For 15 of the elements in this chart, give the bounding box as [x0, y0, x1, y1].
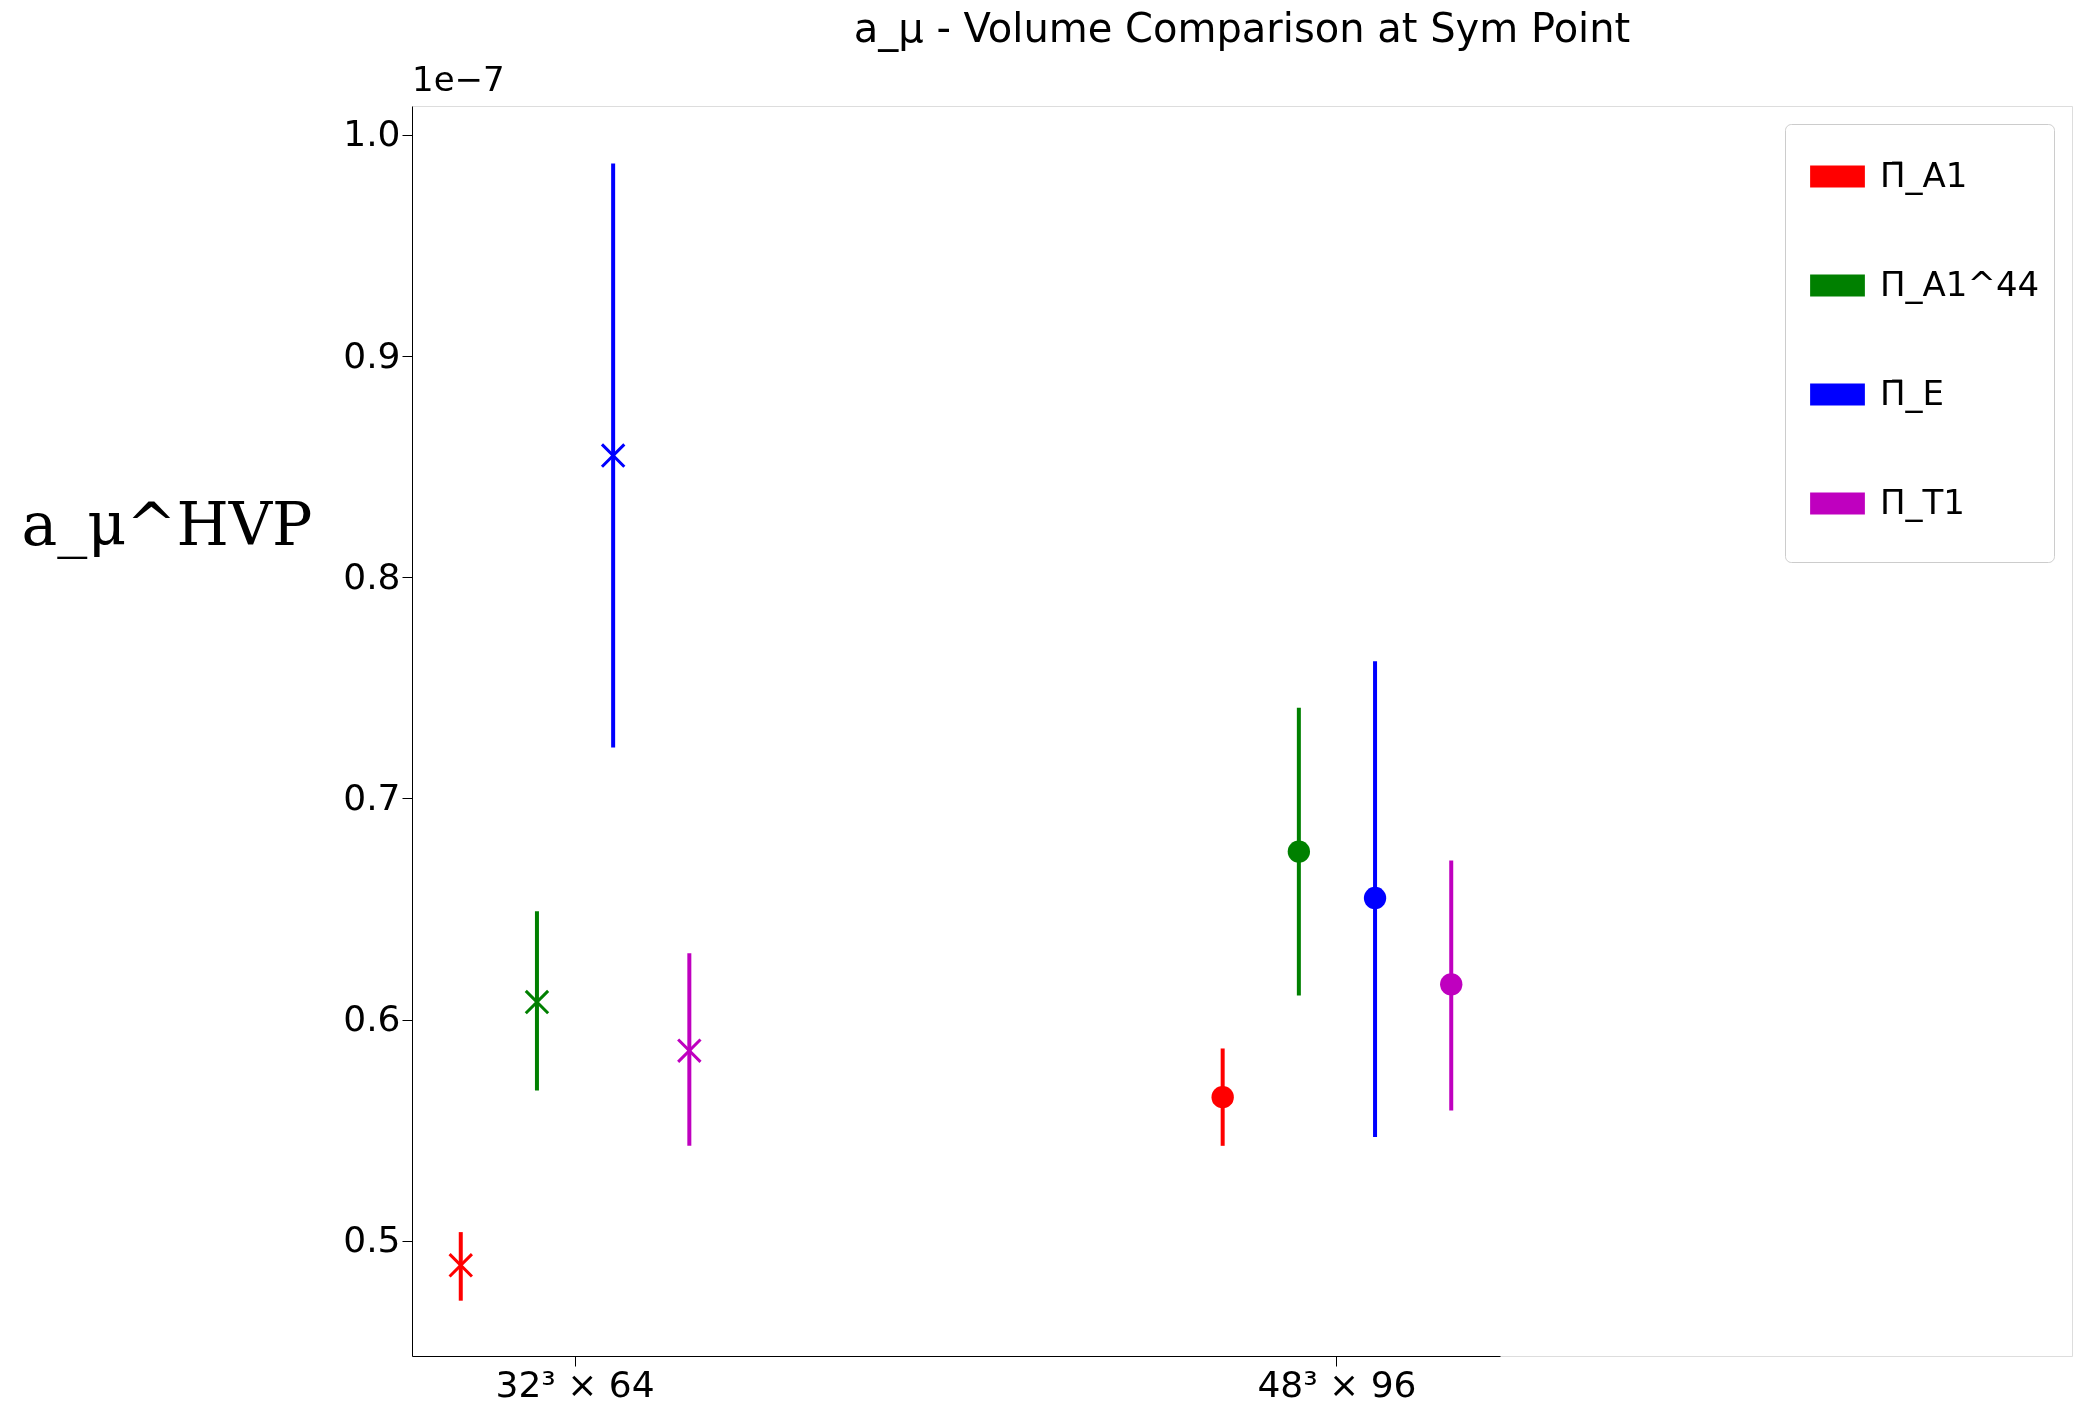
y-tick-label: 0.7	[343, 776, 401, 818]
y-tick-label: 0.6	[343, 998, 401, 1040]
y-tick-label: 0.5	[343, 1219, 401, 1261]
y-axis-title: a_μ^HVP	[21, 488, 313, 559]
text: 1e−7	[412, 59, 505, 99]
chart-title: a_μ - Volume Comparison at Sym Point	[853, 5, 1631, 52]
y-tick-label: 1.0	[343, 113, 401, 155]
legend-label: Π̄_A1	[1880, 154, 1968, 195]
x-tick-label: 48³ × 96	[1257, 1363, 1417, 1405]
x-tick-label: 32³ × 64	[495, 1363, 655, 1405]
y-tick-label: 0.8	[343, 555, 401, 597]
y-tick-label: 0.9	[343, 334, 401, 376]
legend-label: Π_A1^44	[1880, 263, 2040, 304]
legend-label: Π̄_E	[1880, 372, 1945, 413]
legend-label: Π_T1	[1880, 481, 1965, 522]
